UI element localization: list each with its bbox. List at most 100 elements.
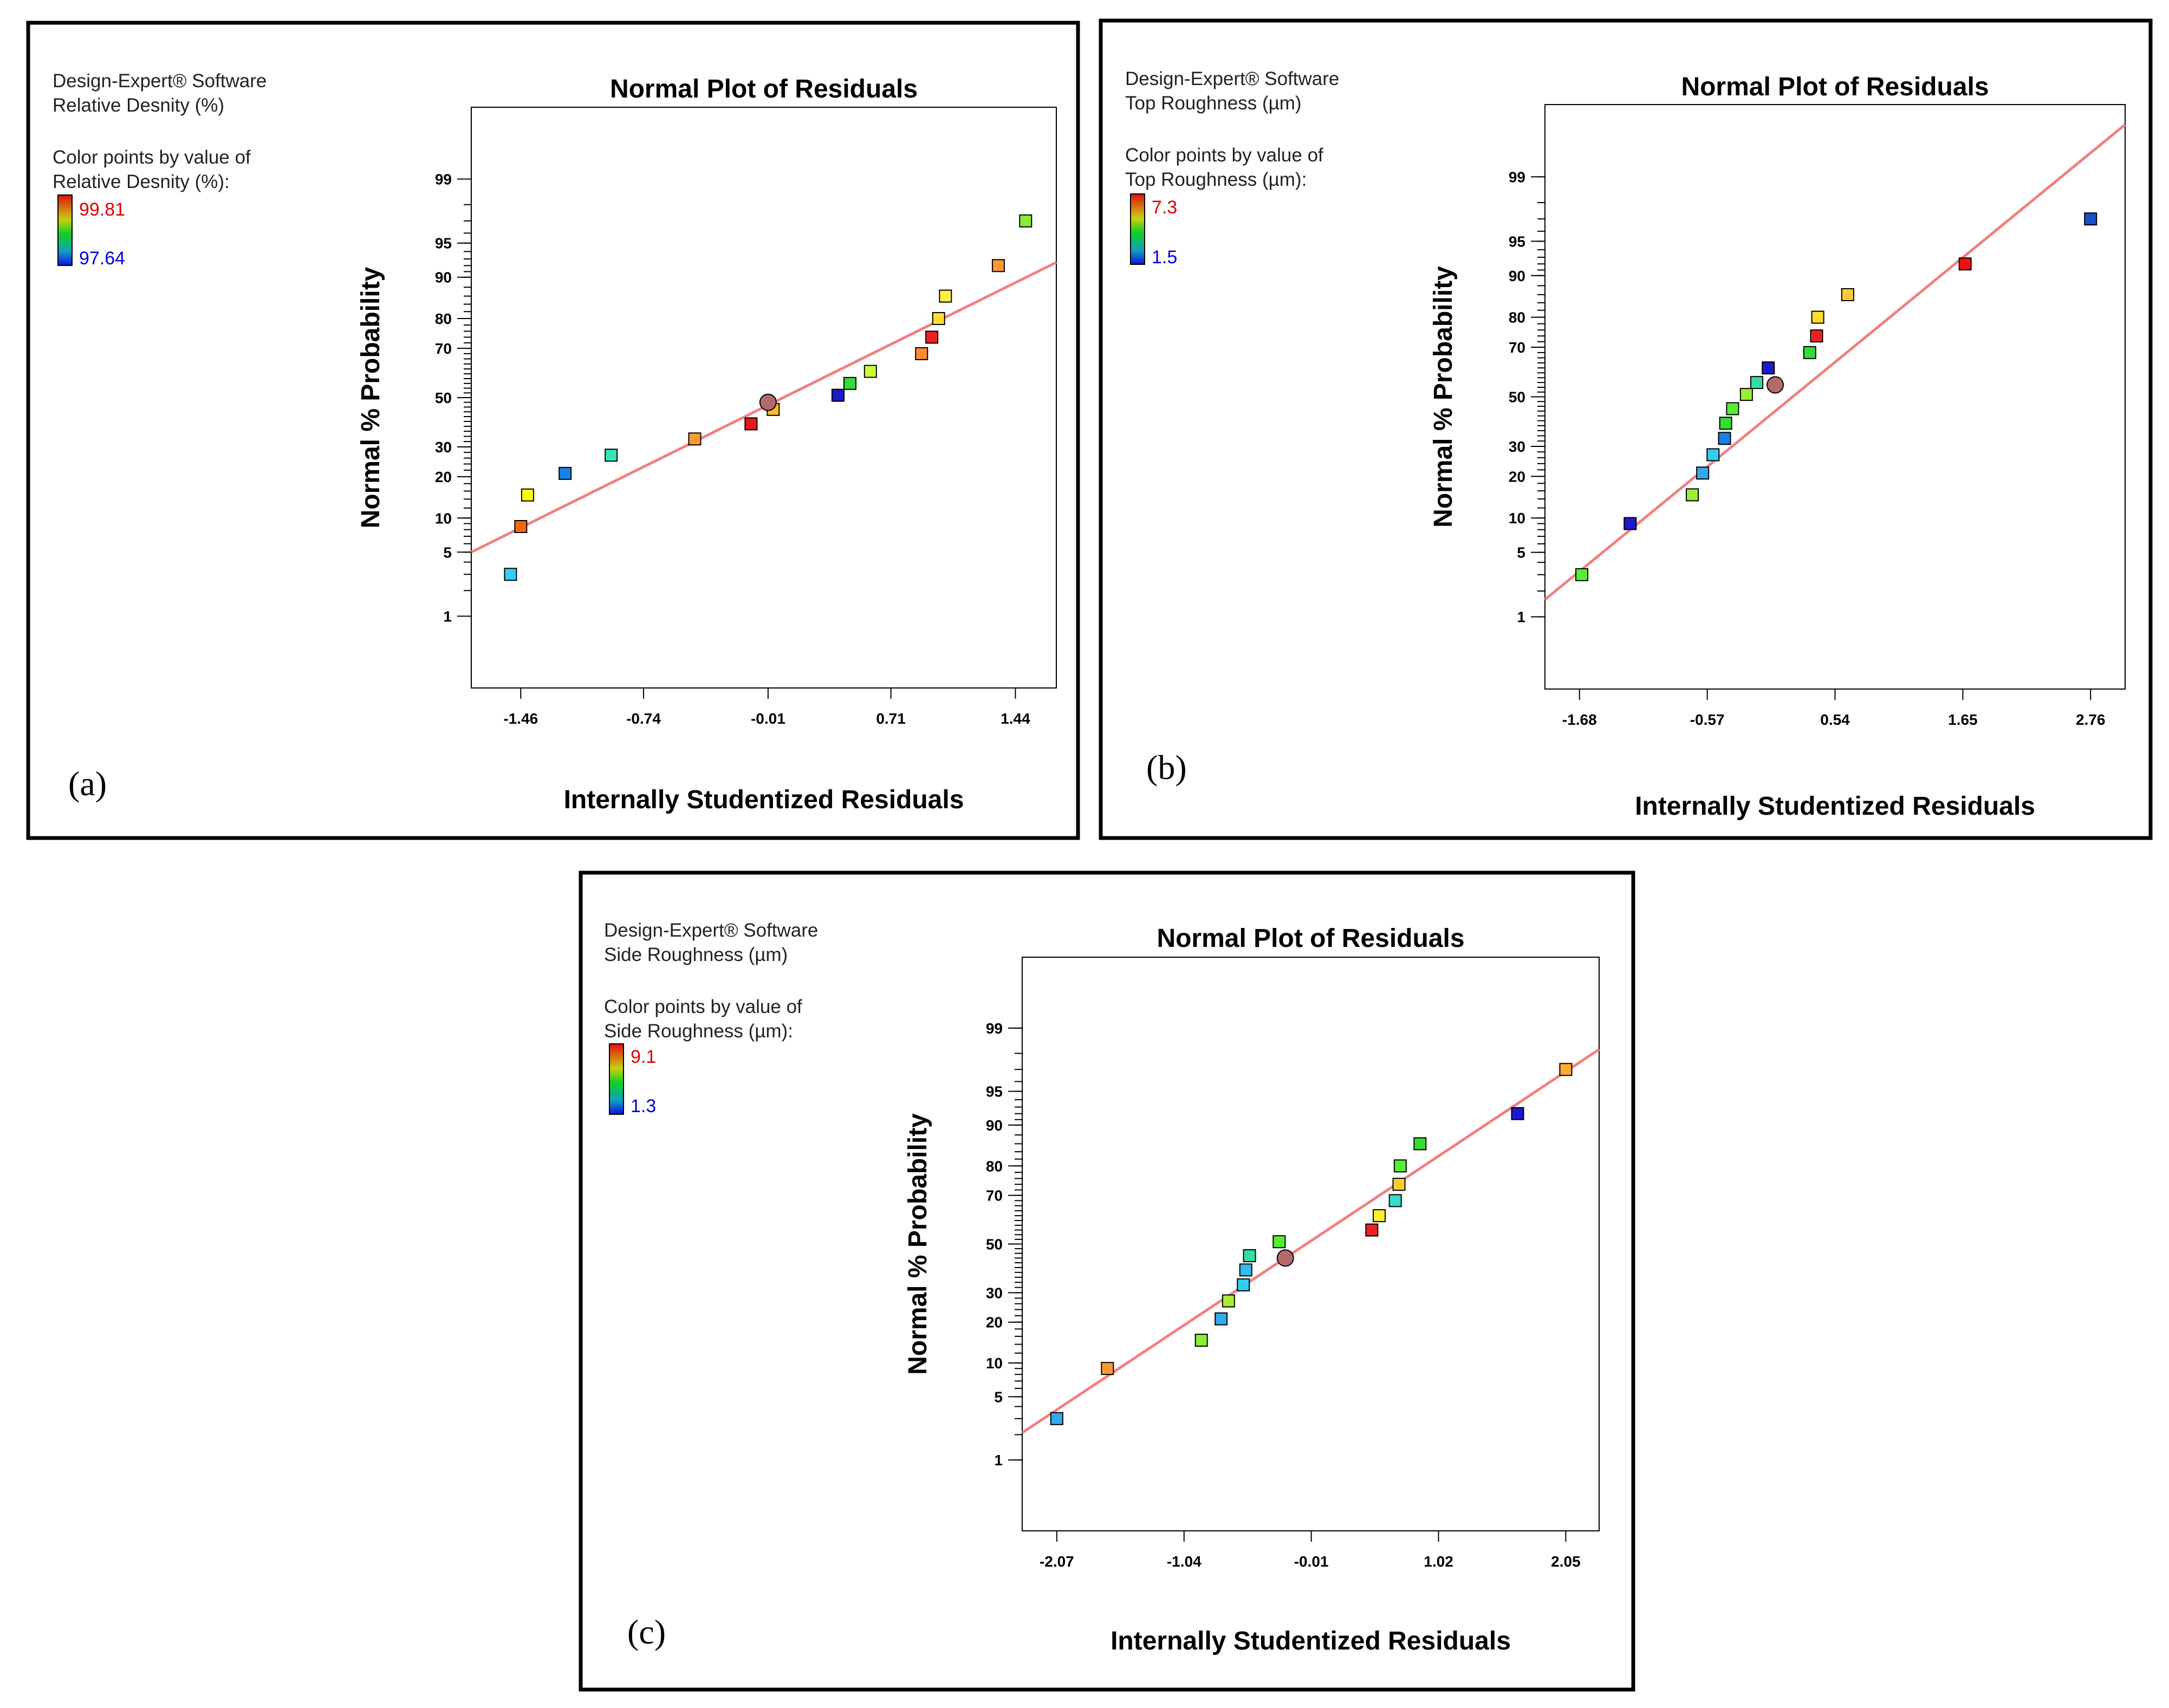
chart2-x-tick-label: 0.54 bbox=[1820, 711, 1850, 728]
chart1-data-point bbox=[744, 417, 758, 431]
chart2-x-tick-label: -0.57 bbox=[1690, 711, 1725, 728]
chart1-y-tick-label: 95 bbox=[435, 235, 452, 252]
chart2-data-point bbox=[1719, 417, 1732, 430]
chart1-data-point bbox=[843, 376, 857, 390]
chart1-y-tick-label: 90 bbox=[435, 269, 452, 286]
panel-a-scale-max: 99.81 bbox=[79, 199, 125, 220]
chart3-data-point bbox=[1392, 1178, 1406, 1191]
chart1-y-tick-label: 80 bbox=[435, 310, 452, 327]
chart1-y-tick-label: 50 bbox=[435, 389, 452, 406]
panel-b-scale-min: 1.5 bbox=[1152, 247, 1177, 268]
panel-a: Design-Expert® Software Relative Desnity… bbox=[26, 21, 1080, 840]
chart2-x-tick-label: 1.65 bbox=[1948, 711, 1978, 728]
panel-b-response: Top Roughness (µm) bbox=[1125, 93, 1302, 114]
chart1-x-tick-label: -0.74 bbox=[626, 710, 661, 727]
panel-c: Design-Expert® Software Side Roughness (… bbox=[579, 871, 1635, 1692]
chart1-y-axis-title: Normal % Probability bbox=[356, 267, 385, 528]
chart1-data-point bbox=[559, 466, 572, 480]
chart2-data-point bbox=[1726, 402, 1739, 415]
chart3-title: Normal Plot of Residuals bbox=[1157, 924, 1464, 953]
chart1-data-point bbox=[521, 488, 534, 502]
chart3-data-point bbox=[1272, 1235, 1286, 1249]
chart3-data-point bbox=[1050, 1412, 1063, 1425]
chart1-data-point bbox=[605, 449, 618, 462]
chart2-x-tick-label: 2.76 bbox=[2076, 711, 2106, 728]
chart3-y-tick-label: 90 bbox=[986, 1117, 1003, 1134]
chart1-data-point bbox=[688, 432, 702, 446]
chart3-y-tick-label: 5 bbox=[994, 1388, 1003, 1405]
chart1-data-point bbox=[863, 365, 877, 378]
chart3-data-point bbox=[1237, 1278, 1250, 1291]
chart3-plot-area bbox=[1022, 957, 1600, 1531]
chart1-y-tick-label: 1 bbox=[443, 608, 452, 625]
panel-b-scale-max: 7.3 bbox=[1152, 197, 1177, 218]
chart1-y-tick-label: 99 bbox=[435, 171, 452, 187]
chart2-data-point bbox=[1811, 310, 1824, 324]
chart1-data-point bbox=[915, 347, 928, 360]
chart2-x-tick-label: -1.68 bbox=[1562, 711, 1597, 728]
chart2-data-point bbox=[1739, 388, 1753, 401]
chart1-data-point bbox=[932, 312, 945, 326]
chart2-data-point bbox=[1623, 517, 1637, 530]
chart1-y-tick-label: 70 bbox=[435, 340, 452, 357]
chart2-y-tick-label: 5 bbox=[1517, 544, 1525, 561]
chart2-y-axis-title: Normal % Probability bbox=[1429, 266, 1458, 528]
chart2-y-tick-label: 50 bbox=[1509, 389, 1525, 406]
chart1-y-tick-label: 30 bbox=[435, 439, 452, 456]
panel-a-color-caption: Color points by value of bbox=[53, 147, 251, 168]
chart1-y-tick-label: 20 bbox=[435, 469, 452, 485]
chart3-y-tick-label: 95 bbox=[986, 1083, 1003, 1100]
chart2-y-tick-label: 80 bbox=[1509, 309, 1525, 326]
chart2-y-tick-label: 20 bbox=[1509, 468, 1525, 485]
chart3-data-point bbox=[1243, 1249, 1256, 1263]
panel-c-color-caption: Color points by value of bbox=[604, 996, 802, 1017]
chart3-data-point bbox=[1194, 1334, 1208, 1347]
chart3-data-point bbox=[1222, 1294, 1235, 1308]
chart1-x-tick-label: -1.46 bbox=[503, 710, 538, 727]
chart1-x-tick-label: 1.44 bbox=[1001, 710, 1030, 727]
chart2-y-tick-label: 10 bbox=[1509, 510, 1525, 527]
chart3-data-point bbox=[1101, 1362, 1114, 1375]
panel-a-software: Design-Expert® Software bbox=[53, 70, 267, 92]
chart1-x-axis-title: Internally Studentized Residuals bbox=[564, 785, 964, 814]
chart3-data-point bbox=[1215, 1312, 1228, 1326]
chart2-data-point bbox=[1762, 361, 1775, 375]
panel-a-response: Relative Desnity (%) bbox=[53, 95, 224, 116]
panel-b-color-scale bbox=[1130, 193, 1145, 265]
chart3-x-tick-label: 1.02 bbox=[1424, 1553, 1453, 1570]
panel-c-software: Design-Expert® Software bbox=[604, 920, 818, 941]
chart3-data-point bbox=[1239, 1263, 1252, 1277]
chart2-y-tick-label: 30 bbox=[1509, 438, 1525, 455]
panel-c-scale-min: 1.3 bbox=[631, 1096, 656, 1116]
chart2-center-point bbox=[1767, 376, 1784, 394]
chart3-data-point bbox=[1373, 1209, 1386, 1223]
chart3-y-tick-label: 80 bbox=[986, 1158, 1003, 1174]
panel-c-chart: Normal Plot of Residuals Normal % Probabi… bbox=[904, 924, 1600, 1655]
chart3-data-point bbox=[1413, 1137, 1427, 1151]
chart3-y-tick-label: 30 bbox=[986, 1284, 1003, 1301]
chart3-data-point bbox=[1393, 1159, 1407, 1173]
chart2-fit-line bbox=[1544, 124, 2126, 601]
chart3-y-tick-label: 50 bbox=[986, 1236, 1003, 1253]
chart1-x-tick-label: -0.01 bbox=[751, 710, 785, 727]
chart2-data-point bbox=[1706, 448, 1720, 462]
chart1-data-point bbox=[514, 520, 528, 534]
panel-c-color-scale bbox=[609, 1043, 624, 1115]
panel-b-software: Design-Expert® Software bbox=[1125, 68, 1339, 89]
panel-b-color-caption: Color points by value of bbox=[1125, 145, 1323, 166]
chart3-y-axis-title: Normal % Probability bbox=[904, 1113, 932, 1375]
chart2-data-point bbox=[1750, 376, 1763, 389]
chart2-y-tick-label: 70 bbox=[1509, 339, 1525, 356]
chart3-y-tick-label: 1 bbox=[994, 1452, 1003, 1469]
panel-a-color-response: Relative Desnity (%): bbox=[53, 171, 230, 192]
chart1-title: Normal Plot of Residuals bbox=[610, 75, 918, 103]
chart3-y-tick-label: 10 bbox=[986, 1355, 1003, 1372]
panel-c-response: Side Roughness (µm) bbox=[604, 944, 788, 965]
chart3-y-tick-label: 70 bbox=[986, 1187, 1003, 1204]
chart1-y-tick-label: 10 bbox=[435, 510, 452, 527]
panel-b-color-response: Top Roughness (µm): bbox=[1125, 169, 1307, 190]
chart2-data-point bbox=[1841, 288, 1854, 301]
panel-c-scale-max: 9.1 bbox=[631, 1047, 656, 1067]
panel-a-color-scale bbox=[57, 194, 73, 266]
